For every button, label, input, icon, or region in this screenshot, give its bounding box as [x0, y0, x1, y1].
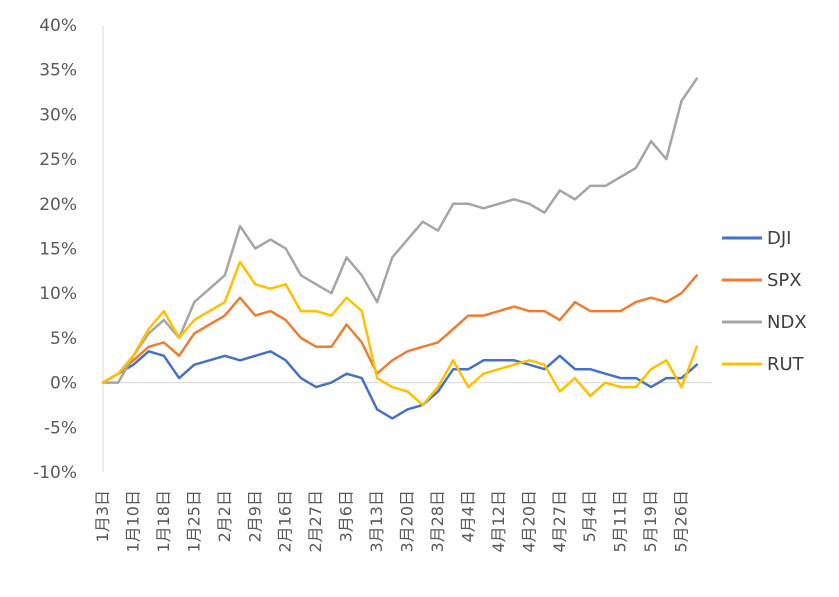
legend: DJI SPX NDX RUT [722, 228, 807, 375]
series-line-rut [101, 260, 699, 407]
series-lines [101, 77, 699, 420]
x-tick-label: 5月11日 [611, 490, 630, 553]
y-tick-label: 35% [39, 61, 77, 81]
x-tick-label: 1月3日 [93, 490, 112, 542]
y-tick-label: 30% [39, 105, 77, 125]
y-tick-label: 15% [39, 240, 77, 260]
series-line-dji [101, 350, 699, 420]
legend-label-spx: SPX [767, 270, 802, 291]
x-tick-label: 3月6日 [337, 490, 356, 542]
x-tick-label: 5月19日 [641, 490, 660, 553]
x-tick-label: 5月26日 [672, 490, 691, 553]
x-tick-label: 4月20日 [519, 490, 538, 553]
y-tick-label: 25% [39, 150, 77, 170]
x-tick-label: 3月28日 [428, 490, 447, 553]
y-tick-label: 5% [50, 329, 77, 349]
y-tick-label: 40% [39, 16, 77, 36]
x-tick-label: 2月9日 [245, 490, 264, 542]
x-tick-label: 3月13日 [367, 490, 386, 553]
y-tick-label: 20% [39, 195, 77, 215]
series-line-ndx [101, 77, 699, 384]
x-tick-label: 2月2日 [215, 490, 234, 542]
x-tick-label: 1月10日 [123, 490, 142, 553]
legend-label-dji: DJI [767, 228, 791, 249]
legend-label-rut: RUT [767, 354, 805, 375]
y-axis: -10% -5% 0% 5% 10% 15% 20% 25% 30% 35% 40% [33, 16, 104, 483]
y-tick-label: -5% [44, 418, 77, 438]
series-line-spx [101, 274, 699, 384]
x-tick-label: 4月12日 [489, 490, 508, 553]
x-tick-label: 3月20日 [398, 490, 417, 553]
y-tick-label: -10% [33, 463, 77, 483]
y-tick-label: 0% [50, 374, 77, 394]
x-axis: 1月3日 1月10日 1月18日 1月25日 2月2日 2月9日 2月16日 2月27日 3月6… [93, 382, 712, 553]
x-tick-label: 2月27日 [306, 490, 325, 553]
x-tick-label: 4月27日 [550, 490, 569, 553]
x-tick-label: 2月16日 [276, 490, 295, 553]
x-tick-label: 5月4日 [580, 490, 599, 542]
x-tick-label: 1月25日 [184, 490, 203, 553]
x-tick-label: 4月4日 [458, 490, 477, 542]
y-tick-label: 10% [39, 284, 77, 304]
legend-label-ndx: NDX [767, 312, 807, 333]
x-tick-label: 1月18日 [154, 490, 173, 553]
